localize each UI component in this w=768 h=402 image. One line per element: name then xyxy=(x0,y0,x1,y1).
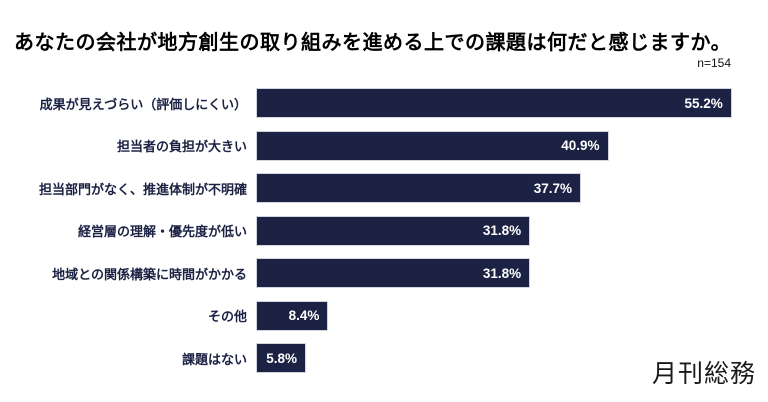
value-label: 8.4% xyxy=(288,308,320,323)
bar: 8.4% xyxy=(256,300,329,331)
bar: 31.8% xyxy=(256,258,531,288)
bar-area: 55.2% xyxy=(256,88,768,118)
sample-size-label: n=154 xyxy=(697,56,731,70)
value-label: 31.8% xyxy=(482,265,522,281)
chart-row: その他 8.4% xyxy=(0,300,768,331)
chart-row: 担当部門がなく、推進体制が不明確 37.7% xyxy=(0,173,768,203)
bar: 55.2% xyxy=(256,88,732,118)
publisher-logo: 月刊総務 xyxy=(651,360,756,388)
chart-row: 経営層の理解・優先度が低い 31.8% xyxy=(0,215,768,246)
bar: 31.8% xyxy=(256,215,531,246)
chart-row: 地域との関係構築に時間がかかる 31.8% xyxy=(0,258,768,288)
chart-title: あなたの会社が地方創生の取り組みを進める上での課題は何だと感じますか。 xyxy=(14,32,732,54)
category-label: 成果が見えづらい（評価しにくい） xyxy=(39,96,247,112)
bar-area: 31.8% xyxy=(256,215,768,246)
bar-area: 40.9% xyxy=(256,130,768,161)
chart-row: 課題はない 5.8% xyxy=(0,343,768,373)
category-label: 地域との関係構築に時間がかかる xyxy=(52,266,247,282)
bar-area: 31.8% xyxy=(256,258,768,288)
category-label: 課題はない xyxy=(181,351,247,367)
category-label: 担当部門がなく、推進体制が不明確 xyxy=(38,181,247,197)
value-label: 40.9% xyxy=(561,138,600,153)
bar-area: 8.4% xyxy=(256,300,768,331)
category-label: 経営層の理解・優先度が低い xyxy=(77,224,247,239)
bar: 40.9% xyxy=(256,130,609,161)
bar-area: 5.8% xyxy=(256,343,768,373)
value-label: 55.2% xyxy=(684,95,723,111)
value-label: 31.8% xyxy=(482,223,522,238)
value-label: 5.8% xyxy=(266,350,297,366)
category-label: 担当者の負担が大きい xyxy=(116,139,247,154)
category-label: その他 xyxy=(207,309,247,324)
chart-row: 担当者の負担が大きい 40.9% xyxy=(0,130,768,161)
bar: 37.7% xyxy=(256,173,581,203)
chart-row: 成果が見えづらい（評価しにくい） 55.2% xyxy=(0,88,768,118)
value-label: 37.7% xyxy=(533,180,572,196)
bar-area: 37.7% xyxy=(256,173,768,203)
bar: 5.8% xyxy=(256,343,306,373)
bar-chart: 成果が見えづらい（評価しにくい） 55.2% 担当者の負担が大きい 40.9% … xyxy=(0,88,768,373)
